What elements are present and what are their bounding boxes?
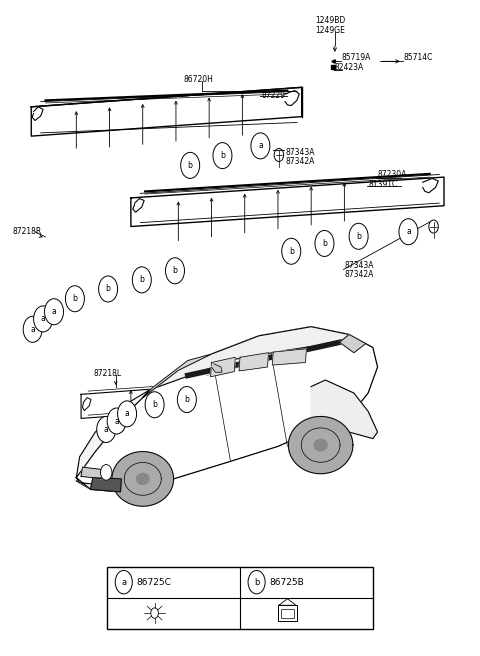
Polygon shape	[137, 474, 149, 484]
Text: b: b	[152, 400, 157, 409]
Circle shape	[180, 152, 200, 178]
Circle shape	[248, 571, 265, 594]
Circle shape	[23, 316, 42, 342]
Circle shape	[98, 276, 118, 302]
Text: a: a	[125, 409, 130, 419]
Text: 87218R: 87218R	[12, 227, 41, 236]
Text: b: b	[356, 232, 361, 241]
Text: b: b	[106, 285, 110, 293]
Circle shape	[132, 267, 151, 293]
Circle shape	[65, 286, 84, 312]
Text: 1249BD: 1249BD	[315, 16, 345, 26]
Text: 87343A: 87343A	[285, 148, 314, 157]
Circle shape	[34, 306, 53, 332]
Text: 87342A: 87342A	[344, 270, 374, 279]
Text: b: b	[72, 295, 77, 303]
Circle shape	[282, 238, 301, 264]
Circle shape	[151, 608, 158, 618]
Text: a: a	[52, 307, 56, 316]
Bar	[278, 605, 297, 621]
Polygon shape	[143, 327, 349, 398]
Circle shape	[100, 464, 112, 480]
Circle shape	[107, 408, 126, 434]
Circle shape	[118, 401, 137, 427]
Circle shape	[399, 218, 418, 245]
Circle shape	[315, 230, 334, 256]
Text: 85719A: 85719A	[342, 53, 371, 62]
Text: 87218L: 87218L	[94, 369, 122, 378]
Text: a: a	[114, 417, 119, 426]
Circle shape	[213, 142, 232, 169]
Circle shape	[45, 298, 63, 325]
Polygon shape	[143, 354, 212, 398]
Text: 85714C: 85714C	[404, 53, 433, 62]
Text: a: a	[406, 227, 411, 236]
Text: 87343A: 87343A	[344, 261, 374, 270]
Polygon shape	[81, 467, 105, 479]
Text: a: a	[104, 425, 108, 434]
Text: 82423A: 82423A	[335, 63, 364, 72]
Text: b: b	[188, 161, 192, 170]
Polygon shape	[91, 478, 121, 492]
Bar	[281, 609, 294, 617]
Text: 86725C: 86725C	[137, 578, 171, 586]
Polygon shape	[76, 327, 378, 492]
Polygon shape	[239, 353, 268, 371]
Circle shape	[166, 258, 184, 284]
Circle shape	[115, 571, 132, 594]
Text: b: b	[322, 239, 327, 248]
Circle shape	[349, 223, 368, 249]
Text: b: b	[254, 578, 259, 586]
Circle shape	[178, 386, 196, 413]
Polygon shape	[311, 380, 378, 439]
Text: a: a	[121, 578, 126, 586]
Polygon shape	[211, 358, 235, 377]
Text: b: b	[173, 266, 178, 276]
Polygon shape	[314, 440, 327, 451]
Text: a: a	[258, 142, 263, 150]
Text: 87229: 87229	[261, 91, 285, 100]
Polygon shape	[288, 417, 353, 474]
Bar	[107, 567, 373, 628]
Text: b: b	[289, 247, 294, 256]
Polygon shape	[340, 335, 366, 353]
Polygon shape	[112, 451, 174, 506]
Polygon shape	[76, 471, 150, 492]
Text: a: a	[30, 325, 35, 334]
Text: a: a	[41, 314, 46, 323]
Text: 1249GE: 1249GE	[315, 26, 345, 35]
Text: 86720H: 86720H	[183, 75, 213, 84]
Polygon shape	[76, 390, 150, 478]
Polygon shape	[272, 349, 306, 365]
Text: b: b	[184, 395, 189, 404]
Text: 87230A: 87230A	[378, 170, 407, 179]
Circle shape	[251, 133, 270, 159]
Polygon shape	[212, 364, 222, 372]
Text: b: b	[220, 151, 225, 160]
Text: 86725B: 86725B	[269, 578, 304, 586]
Text: b: b	[139, 276, 144, 284]
Circle shape	[145, 392, 164, 418]
Text: 87342A: 87342A	[285, 157, 314, 166]
Text: 81391C: 81391C	[368, 180, 397, 189]
Circle shape	[96, 417, 116, 443]
